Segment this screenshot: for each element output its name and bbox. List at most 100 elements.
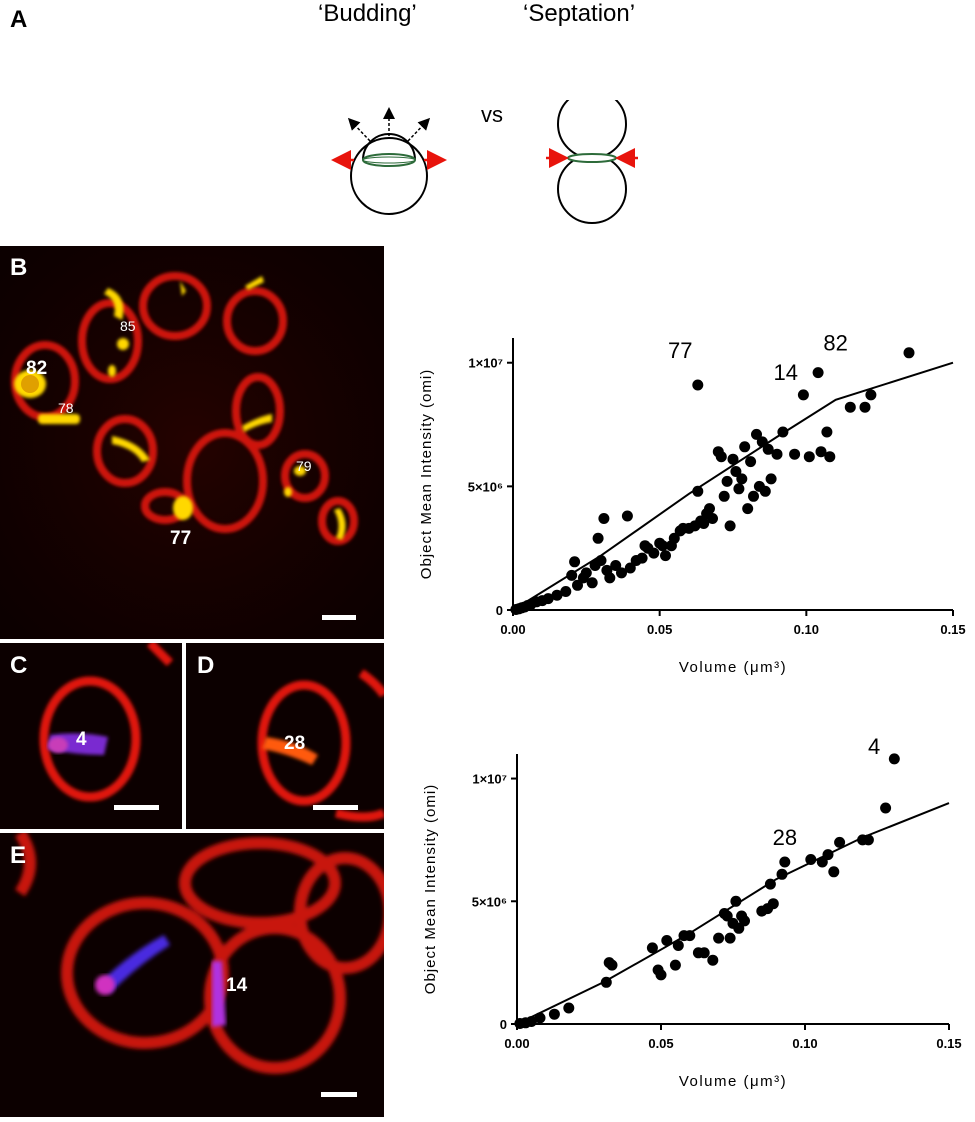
data-point — [828, 866, 840, 878]
ring-signal-e2 — [212, 961, 226, 1027]
data-point — [724, 932, 736, 944]
data-point — [789, 448, 801, 460]
data-point — [888, 753, 900, 765]
cell-label-4: 4 — [76, 729, 87, 750]
data-point — [739, 915, 750, 927]
data-point — [715, 451, 727, 463]
x-axis-label: Volume (μm³) — [679, 1073, 787, 1090]
panel-letter-e: E — [10, 842, 27, 869]
x-axis-label: Volume (μm³) — [679, 659, 787, 676]
septal-ring — [362, 153, 416, 167]
data-point — [657, 540, 669, 552]
data-point — [767, 898, 779, 910]
growth-arrow-left — [347, 117, 371, 142]
y-axis-label: Object Mean Intensity (omi) — [422, 784, 439, 994]
y-axis-label: Object Mean Intensity (omi) — [418, 369, 435, 579]
upper-cell-outline — [557, 100, 627, 159]
data-point — [698, 947, 710, 959]
fit-line — [516, 802, 950, 1025]
mother-cell-outline — [350, 137, 428, 215]
membrane-signal — [39, 643, 174, 802]
data-point — [698, 518, 710, 529]
data-point — [776, 868, 788, 880]
data-point — [718, 490, 730, 502]
point-annotation: 4 — [868, 734, 880, 759]
y-tick-label: 1×10⁷ — [468, 356, 503, 371]
data-point — [762, 443, 774, 455]
data-point — [797, 389, 809, 401]
data-point — [821, 426, 833, 438]
data-point — [534, 1012, 546, 1024]
scatter-plot-2-svg: 0.00 0.05 0.10 0.15 0 5×10⁶ 1×10⁷ Volume (μm³) O… — [422, 734, 962, 1090]
data-point — [595, 555, 607, 566]
data-point — [822, 849, 834, 861]
data-point — [730, 895, 742, 907]
data-point — [721, 475, 733, 487]
cell-label-82: 82 — [26, 358, 48, 379]
membrane-signal — [11, 272, 358, 545]
scale-bar-c — [114, 805, 159, 810]
point-annotation: 28 — [773, 825, 797, 850]
x-tick-label: 0.00 — [500, 622, 525, 637]
data-point — [721, 910, 733, 922]
data-point — [525, 1016, 537, 1027]
ring-signal-e1 — [100, 935, 170, 993]
ring-signal-d — [262, 737, 318, 765]
data-point — [736, 473, 748, 485]
ring-82-core — [21, 375, 39, 393]
data-point — [865, 389, 877, 401]
data-point — [592, 532, 604, 544]
data-point — [724, 520, 736, 532]
point-annotation: 14 — [774, 360, 798, 385]
data-point — [604, 572, 616, 584]
data-point — [704, 503, 715, 515]
data-point — [655, 969, 667, 981]
data-point — [777, 426, 789, 438]
data-point — [844, 401, 856, 413]
data-point — [572, 579, 583, 591]
x-tick-label: 0.15 — [936, 1036, 961, 1051]
data-point — [661, 935, 673, 946]
data-point — [903, 347, 915, 359]
data-point — [616, 567, 627, 579]
septal-ring-signal — [14, 276, 346, 540]
scatter-chart-1: 0.00 0.05 0.10 0.15 0 5×10⁶ 1×10⁷ Volume (μm³) O… — [405, 300, 975, 700]
panel-letter-b: B — [10, 254, 28, 281]
lower-cell-outline — [557, 154, 627, 224]
x-tick-label: 0.10 — [792, 1036, 817, 1051]
cell-label-28: 28 — [284, 733, 306, 754]
budding-label: ‘Budding’ — [318, 0, 417, 27]
panel-letter-a: A — [10, 6, 28, 33]
data-point — [560, 586, 572, 597]
data-point — [815, 446, 827, 458]
micrograph-e: 14 — [0, 833, 384, 1117]
cell-label-14: 14 — [226, 975, 248, 996]
data-point — [764, 878, 776, 890]
data-point — [646, 942, 658, 954]
data-point — [636, 552, 648, 564]
membrane-signal — [257, 669, 384, 822]
data-point — [668, 532, 680, 544]
data-point — [803, 451, 815, 463]
data-point — [669, 959, 681, 971]
y-tick-label: 1×10⁷ — [472, 772, 507, 787]
data-point — [542, 593, 554, 605]
data-point — [862, 834, 874, 846]
scatter-plot-1-svg: 0.00 0.05 0.10 0.15 0 5×10⁶ 1×10⁷ Volume (μm³) O… — [418, 330, 966, 676]
x-tick-label: 0.05 — [647, 622, 672, 637]
fit-line — [512, 361, 954, 611]
data-point — [751, 428, 762, 440]
data-point — [707, 513, 718, 524]
data-point — [598, 513, 610, 524]
cell-label-85: 85 — [120, 318, 136, 334]
scale-bar-b — [322, 615, 356, 620]
scatter-chart-2: 0.00 0.05 0.10 0.15 0 5×10⁶ 1×10⁷ Volume (μm³) O… — [405, 712, 975, 1117]
y-tick-label: 5×10⁶ — [468, 479, 503, 494]
data-point — [880, 802, 892, 814]
data-point — [672, 940, 684, 951]
data-point — [707, 954, 719, 966]
data-point — [733, 483, 745, 495]
septum-ring — [567, 153, 617, 163]
data-point — [779, 856, 791, 868]
panel-letter-c: C — [10, 652, 28, 679]
